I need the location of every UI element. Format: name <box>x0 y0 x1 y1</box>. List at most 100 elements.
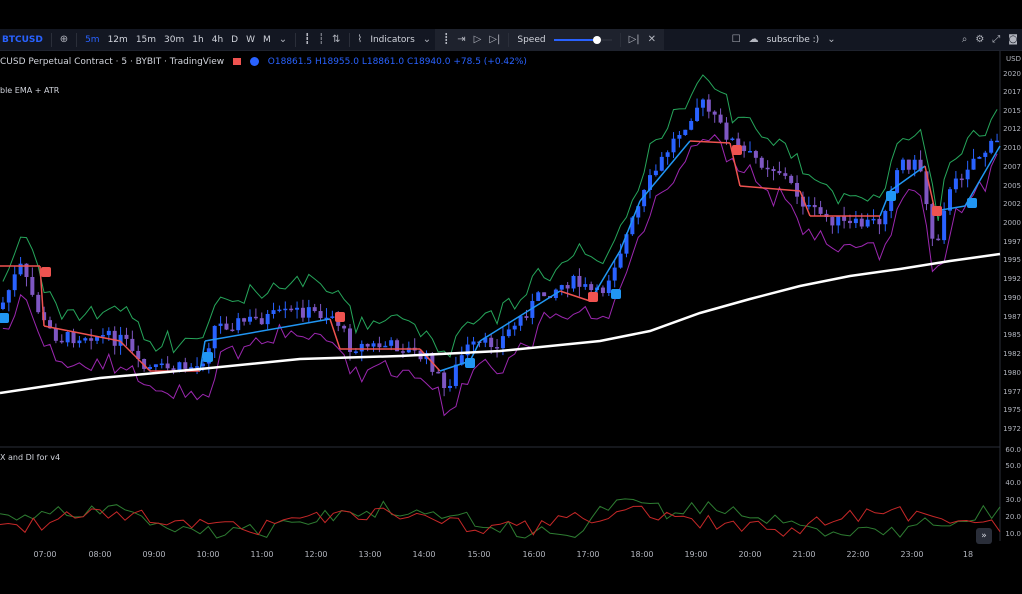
indicator-legend[interactable]: ble EMA + ATR <box>0 86 60 95</box>
candle-body <box>230 329 235 332</box>
time-tick: 17:00 <box>576 550 600 559</box>
indicators-button[interactable]: Indicators <box>370 34 415 45</box>
fullscreen-square-icon[interactable]: ☐ <box>731 34 741 45</box>
trend-line-segment <box>619 200 641 252</box>
candle-body <box>300 307 305 318</box>
candle-body <box>489 337 494 348</box>
buy-signal-label <box>611 289 621 299</box>
candle-body <box>889 192 894 211</box>
play-icon[interactable]: ▷ <box>473 34 482 45</box>
speed-slider-handle[interactable] <box>593 35 602 44</box>
layout-name-button[interactable]: subscribe :) <box>766 34 820 45</box>
trend-line-segment <box>924 165 936 212</box>
candle-body <box>465 344 470 356</box>
candle-body <box>806 204 811 207</box>
candle-body <box>983 152 988 157</box>
adx-legend[interactable]: X and DI for v4 <box>0 453 61 462</box>
candle-body <box>48 320 52 329</box>
candle-body <box>242 318 247 322</box>
ema-line <box>0 252 1001 395</box>
interval-button[interactable]: 12m <box>107 34 128 45</box>
candle-body <box>589 284 594 291</box>
chevron-down-icon[interactable]: ⌄ <box>422 34 432 45</box>
candle-body <box>195 366 200 368</box>
trend-line-segment <box>479 290 561 342</box>
candle-body <box>559 285 564 290</box>
trend-line-segment <box>639 140 691 202</box>
candle-body <box>130 338 135 351</box>
candle-body <box>906 159 911 170</box>
candle-body <box>83 338 88 341</box>
toolbar-divider <box>348 32 350 47</box>
candle-body <box>236 318 241 331</box>
price-tick: 2015 <box>1003 107 1021 115</box>
price-tick: 2017 <box>1003 88 1021 96</box>
candle-body <box>324 317 329 320</box>
bars-chart-type-icon[interactable]: ┆ <box>318 34 325 45</box>
candle-body <box>177 362 182 371</box>
step-forward-icon[interactable]: ▷| <box>489 34 501 45</box>
price-tick: 1987 <box>1003 313 1021 321</box>
symbol-title[interactable]: CUSD Perpetual Contract · 5 · BYBIT · Tr… <box>0 57 225 67</box>
adx-tick: 30.0 <box>1005 496 1021 504</box>
candle-body <box>953 178 958 190</box>
interval-button[interactable]: M <box>263 34 271 45</box>
candle-body <box>53 328 58 341</box>
candle-body <box>365 343 370 347</box>
candle-body <box>830 217 835 226</box>
candle-body <box>77 340 82 344</box>
cloud-icon[interactable]: ☁ <box>748 34 759 45</box>
indicators-icon[interactable]: ⌇ <box>357 34 363 45</box>
candle-body <box>565 285 570 289</box>
double-chevron-right-icon[interactable]: » <box>976 528 992 544</box>
plus-circle-icon[interactable]: ⊕ <box>59 34 69 45</box>
candle-body <box>59 340 64 343</box>
candle-body <box>248 316 252 322</box>
candle-body <box>348 328 352 352</box>
interval-button[interactable]: 30m <box>164 34 185 45</box>
speed-slider[interactable] <box>553 35 612 44</box>
time-tick: 14:00 <box>412 550 436 559</box>
select-bar-icon[interactable]: ⇥ <box>457 34 466 45</box>
interval-button[interactable]: D <box>231 34 239 45</box>
buy-signal-label <box>886 191 896 201</box>
close-icon[interactable]: ✕ <box>647 34 657 45</box>
trend-line-segment <box>43 325 121 342</box>
chevron-down-icon[interactable]: ⌄ <box>278 34 288 45</box>
candle-body <box>648 175 652 190</box>
compare-icon[interactable]: ⇅ <box>332 34 341 45</box>
candle-body <box>312 307 317 312</box>
interval-button[interactable]: 5m <box>85 34 100 45</box>
candle-body <box>600 287 605 294</box>
candle-body <box>259 318 264 325</box>
candle-body <box>30 276 35 295</box>
search-icon[interactable]: ⌕ <box>961 34 968 45</box>
time-tick: 16:00 <box>522 550 546 559</box>
interval-button[interactable]: 15m <box>135 34 157 45</box>
symbol-search-button[interactable]: BTCUSD <box>2 34 43 45</box>
replay-bars-icon[interactable]: ┋ <box>443 34 450 45</box>
expand-icon[interactable]: ⤢ <box>992 34 1001 45</box>
candle-body <box>977 156 982 159</box>
interval-button[interactable]: 4h <box>211 34 224 45</box>
interval-button[interactable]: 1h <box>192 34 204 45</box>
flag-icon[interactable] <box>233 58 242 65</box>
chevron-down-icon[interactable]: ⌄ <box>827 34 836 45</box>
interval-button[interactable]: W <box>246 34 255 45</box>
gear-icon[interactable]: ⚙ <box>975 34 985 45</box>
candle-body <box>989 140 994 153</box>
trend-line-segment <box>889 165 926 192</box>
jump-to-realtime-icon[interactable]: ▷| <box>628 34 640 45</box>
candle-body <box>165 363 170 369</box>
candle-body <box>783 173 788 176</box>
candle-body <box>530 300 535 318</box>
candle-body <box>483 337 488 343</box>
buy-signal-label <box>203 352 213 362</box>
camera-icon[interactable]: ◙ <box>1008 34 1018 45</box>
candle-body <box>865 219 870 227</box>
candles-chart-type-icon[interactable]: ┇ <box>304 34 311 45</box>
price-tick: 2007 <box>1003 163 1021 171</box>
chart-canvas[interactable] <box>0 51 1022 594</box>
candle-body <box>777 171 782 174</box>
candle-body <box>383 345 388 348</box>
